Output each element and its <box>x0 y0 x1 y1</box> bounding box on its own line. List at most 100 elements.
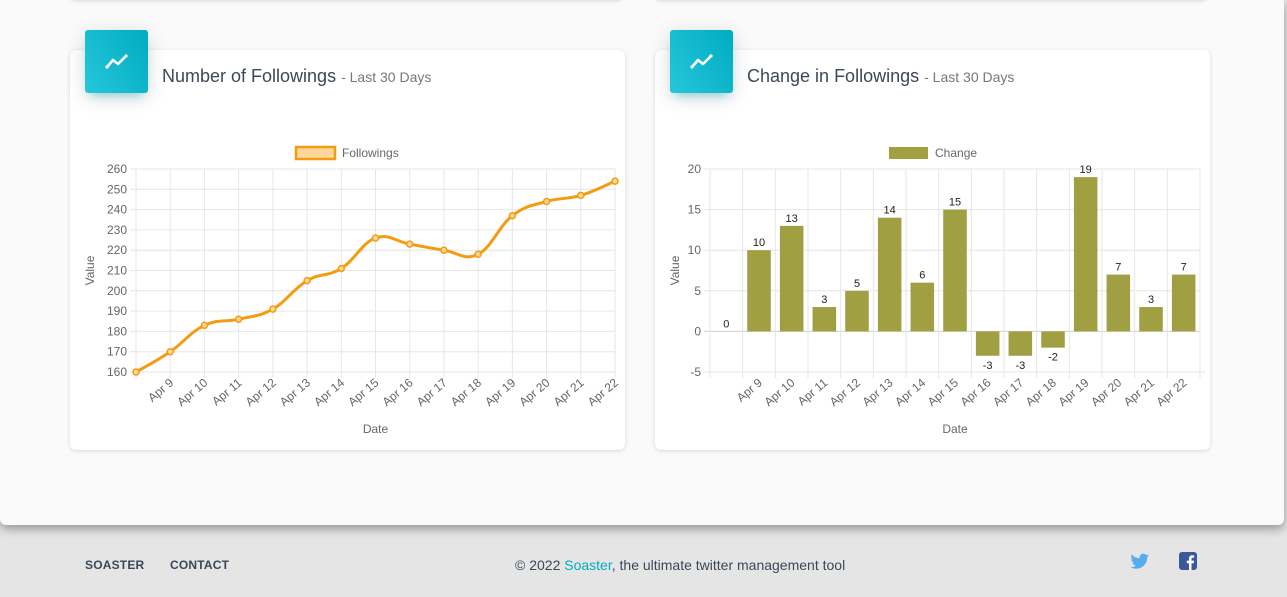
bar <box>1041 331 1065 348</box>
legend-swatch <box>889 147 928 159</box>
legend-label: Change <box>935 146 977 160</box>
x-tick-label: Apr 22 <box>585 375 621 409</box>
bar <box>779 225 804 332</box>
x-axis-title: Date <box>363 422 389 436</box>
bar <box>1106 274 1131 332</box>
bar <box>1008 331 1033 356</box>
data-point <box>405 240 414 248</box>
x-tick-label: Apr 11 <box>209 375 245 408</box>
data-label: 3 <box>821 294 827 306</box>
card-subtitle: - Last 30 Days <box>341 69 432 85</box>
y-axis-title: Value <box>83 255 97 285</box>
data-point <box>371 234 380 242</box>
bar <box>975 331 1000 356</box>
x-tick-label: Apr 9 <box>734 375 765 404</box>
bar <box>1171 274 1196 332</box>
data-label: 5 <box>854 278 860 290</box>
brand-link[interactable]: Soaster <box>564 557 612 573</box>
data-point <box>132 368 140 376</box>
y-tick-label: 260 <box>107 162 127 176</box>
y-tick-label: 170 <box>107 345 127 359</box>
y-tick-label: 5 <box>694 284 701 298</box>
x-tick-label: Apr 12 <box>243 375 279 409</box>
bar <box>845 290 869 332</box>
footer-link-soaster[interactable]: SOASTER <box>85 558 145 572</box>
x-tick-label: Apr 18 <box>1023 375 1059 409</box>
data-label: 7 <box>1115 262 1121 274</box>
x-tick-label: Apr 16 <box>958 375 994 409</box>
y-tick-label: 200 <box>107 284 127 298</box>
card-title-text: Number of Followings <box>162 66 337 86</box>
data-label: 0 <box>723 318 729 330</box>
footer: SOASTER CONTACT © 2022 Soaster, the ulti… <box>0 525 1287 597</box>
timeline-icon <box>670 30 733 93</box>
x-tick-label: Apr 14 <box>311 375 347 409</box>
data-label: -3 <box>983 360 993 372</box>
facebook-icon[interactable] <box>1179 552 1197 575</box>
y-tick-label: 160 <box>107 365 127 379</box>
data-point <box>440 246 448 254</box>
followings-card: Number of Followings - Last 30 Days 160 1… <box>70 30 625 450</box>
bar <box>910 282 935 332</box>
bar <box>1073 177 1098 332</box>
timeline-icon <box>85 30 148 93</box>
data-label: 10 <box>753 237 765 249</box>
footer-link-contact[interactable]: CONTACT <box>170 558 230 572</box>
data-label: 19 <box>1080 164 1092 176</box>
x-tick-label: Apr 14 <box>892 375 928 409</box>
x-tick-label: Apr 10 <box>762 375 798 409</box>
card-subtitle: - Last 30 Days <box>924 69 1015 85</box>
x-tick-label: Apr 10 <box>174 375 210 409</box>
legend-label: Followings <box>342 146 399 160</box>
x-tick-label: Apr 20 <box>1088 375 1124 409</box>
x-tick-label: Apr 21 <box>551 375 587 409</box>
x-tick-label: Apr 11 <box>795 375 831 408</box>
data-point <box>611 177 619 185</box>
y-tick-label: 0 <box>694 324 701 338</box>
data-label: -2 <box>1048 352 1058 364</box>
data-label: -3 <box>1015 360 1025 372</box>
change-card: Change in Followings - Last 30 Days -5 0 5… <box>655 30 1210 450</box>
bar <box>943 209 967 332</box>
twitter-icon[interactable] <box>1130 553 1150 576</box>
x-tick-label: Apr 9 <box>145 375 176 404</box>
x-tick-label: Apr 22 <box>1154 375 1190 409</box>
copyright: © 2022 Soaster, the ultimate twitter man… <box>515 557 845 573</box>
data-point <box>577 191 585 200</box>
data-point <box>200 321 209 330</box>
data-label: 6 <box>919 270 925 282</box>
card-title: Change in Followings - Last 30 Days <box>747 66 1014 87</box>
bar <box>1139 307 1163 332</box>
x-tick-label: Apr 17 <box>990 375 1026 409</box>
data-point <box>542 197 551 206</box>
data-label: 14 <box>884 205 896 217</box>
copyright-prefix: © 2022 <box>515 557 561 573</box>
y-axis-title: Value <box>668 255 682 285</box>
y-tick-label: 240 <box>107 203 127 217</box>
y-tick-label: 180 <box>107 324 127 338</box>
x-tick-label: Apr 13 <box>277 375 313 409</box>
y-tick-label: 250 <box>107 182 127 196</box>
y-tick-label: 10 <box>688 243 702 257</box>
x-tick-label: Apr 15 <box>345 375 381 409</box>
y-tick-label: 20 <box>688 162 702 176</box>
x-tick-label: Apr 19 <box>1056 375 1092 409</box>
y-tick-label: 220 <box>107 243 127 257</box>
data-point <box>269 305 277 313</box>
x-tick-label: Apr 17 <box>414 375 450 409</box>
y-tick-label: 230 <box>107 223 127 237</box>
x-tick-label: Apr 19 <box>482 375 518 409</box>
x-tick-label: Apr 18 <box>448 375 484 409</box>
y-tick-label: -5 <box>690 365 701 379</box>
card-title-text: Change in Followings <box>747 66 920 86</box>
legend-swatch <box>294 145 337 161</box>
data-point <box>508 211 517 220</box>
data-label: 15 <box>949 197 961 209</box>
y-tick-label: 210 <box>107 264 127 278</box>
data-label: 7 <box>1181 262 1187 274</box>
copyright-suffix: , the ultimate twitter management tool <box>611 557 846 573</box>
card-title: Number of Followings - Last 30 Days <box>162 66 431 87</box>
x-tick-label: Apr 21 <box>1121 375 1157 409</box>
